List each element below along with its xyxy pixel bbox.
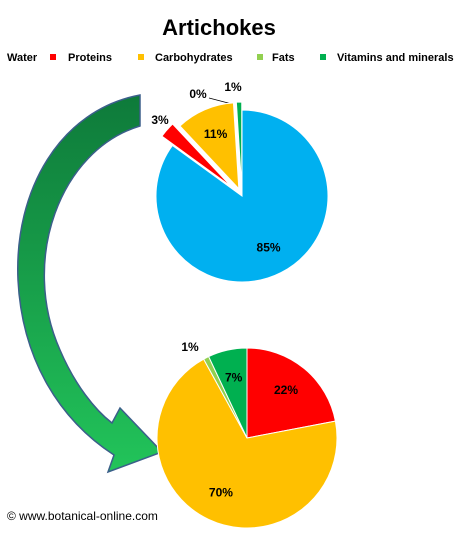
- legend-label: Fats: [272, 52, 295, 64]
- data-label: 85%: [257, 240, 281, 254]
- legend-label: Water: [7, 52, 38, 64]
- data-label: 11%: [204, 127, 228, 141]
- pie-slice: [155, 109, 329, 283]
- legend: [50, 54, 326, 60]
- data-label: 22%: [274, 383, 298, 397]
- legend-marker: [50, 54, 56, 60]
- pie-slice: [161, 123, 232, 188]
- watermark: © www.botanical-online.com: [7, 509, 158, 523]
- pie-slice: [246, 347, 336, 439]
- pie-slice: [179, 102, 240, 191]
- legend-label: Proteins: [68, 52, 112, 64]
- pie-slice: [235, 101, 243, 189]
- arrow: [17, 94, 164, 474]
- data-label: 7%: [225, 370, 243, 384]
- legend-label: Vitamins and minerals: [337, 52, 454, 64]
- pie-slice: [208, 347, 248, 439]
- data-label: 1%: [181, 340, 199, 354]
- legend-label: Carbohydrates: [155, 52, 233, 64]
- pie-slice: [156, 358, 338, 529]
- data-label: 0%: [189, 87, 207, 101]
- data-label: 70%: [209, 486, 233, 500]
- legend-marker: [320, 54, 326, 60]
- data-label: 1%: [224, 80, 242, 94]
- data-label: 3%: [151, 113, 169, 127]
- chart-title: Artichokes: [162, 15, 276, 40]
- legend-marker: [138, 54, 144, 60]
- legend-marker: [257, 54, 263, 60]
